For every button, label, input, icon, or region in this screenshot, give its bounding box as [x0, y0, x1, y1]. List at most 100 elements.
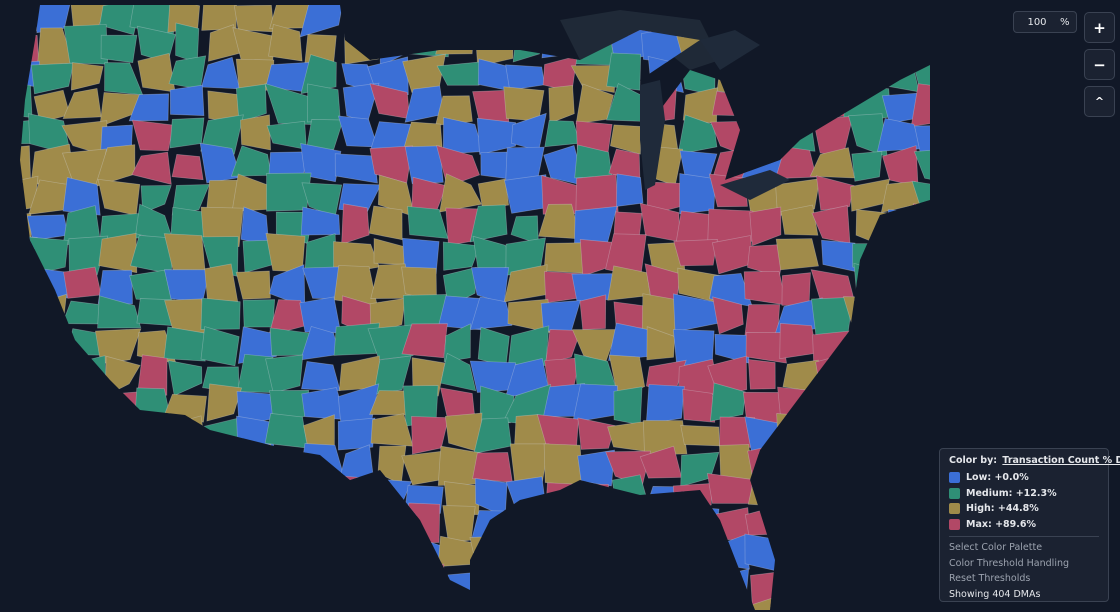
dma-region[interactable]	[912, 395, 930, 424]
dma-region[interactable]	[300, 143, 342, 183]
dma-region[interactable]	[613, 386, 643, 426]
dma-region[interactable]	[774, 473, 823, 513]
dma-region[interactable]	[844, 323, 892, 362]
dma-region[interactable]	[373, 238, 407, 265]
dma-region[interactable]	[33, 331, 66, 364]
dma-region[interactable]	[369, 564, 415, 607]
dma-region[interactable]	[885, 354, 918, 397]
dma-region[interactable]	[0, 213, 32, 245]
dma-region[interactable]	[337, 475, 377, 515]
dma-region[interactable]	[882, 328, 922, 366]
dma-region[interactable]	[505, 476, 547, 512]
dma-region[interactable]	[306, 541, 340, 576]
dma-region[interactable]	[367, 600, 407, 612]
dma-region[interactable]	[744, 416, 780, 456]
dma-region[interactable]	[301, 361, 341, 391]
dma-region[interactable]	[504, 174, 548, 214]
dma-region[interactable]	[0, 119, 34, 145]
dma-region[interactable]	[264, 412, 308, 449]
dma-region[interactable]	[843, 473, 888, 518]
dma-region[interactable]	[439, 173, 483, 213]
dma-region[interactable]	[843, 413, 890, 455]
dma-region[interactable]	[337, 417, 376, 451]
dma-region[interactable]	[545, 482, 581, 512]
dma-region[interactable]	[749, 206, 782, 247]
dma-region[interactable]	[712, 568, 750, 604]
dma-region[interactable]	[808, 387, 857, 427]
dma-region[interactable]	[610, 593, 652, 612]
dma-region[interactable]	[914, 125, 930, 154]
dma-region[interactable]	[105, 562, 144, 607]
dma-region[interactable]	[744, 533, 790, 575]
dma-region[interactable]	[34, 507, 73, 537]
dma-region[interactable]	[607, 421, 650, 453]
dma-region[interactable]	[776, 0, 823, 25]
dma-region[interactable]	[884, 24, 917, 63]
dma-region[interactable]	[743, 270, 788, 306]
dma-region[interactable]	[368, 205, 403, 241]
dma-region[interactable]	[140, 185, 172, 214]
dma-region[interactable]	[442, 117, 484, 155]
dma-region[interactable]	[230, 145, 272, 177]
dma-region[interactable]	[774, 53, 818, 97]
dma-region[interactable]	[442, 505, 476, 543]
dma-region[interactable]	[477, 326, 510, 368]
dma-region[interactable]	[27, 480, 70, 510]
dma-region[interactable]	[241, 534, 274, 576]
dma-region[interactable]	[100, 538, 140, 574]
dma-region[interactable]	[912, 295, 930, 329]
dma-region[interactable]	[0, 352, 42, 390]
dma-region[interactable]	[811, 0, 847, 33]
dma-region[interactable]	[676, 505, 720, 545]
reset-view-button[interactable]: ^	[1084, 86, 1115, 117]
dma-region[interactable]	[26, 236, 69, 275]
dma-region[interactable]	[680, 424, 720, 447]
dma-region[interactable]	[775, 146, 817, 180]
dma-region[interactable]	[128, 445, 171, 482]
dma-region[interactable]	[575, 173, 619, 216]
dma-region[interactable]	[812, 422, 854, 445]
dma-region[interactable]	[369, 145, 414, 184]
dma-region[interactable]	[0, 449, 32, 481]
dma-region[interactable]	[63, 266, 102, 299]
dma-region[interactable]	[167, 0, 201, 33]
dma-region[interactable]	[611, 474, 652, 515]
dma-region[interactable]	[915, 442, 930, 476]
dma-region[interactable]	[747, 359, 776, 390]
dma-region[interactable]	[608, 322, 653, 361]
dma-region[interactable]	[774, 113, 816, 152]
dma-region[interactable]	[64, 445, 101, 485]
dma-region[interactable]	[710, 120, 751, 157]
dma-region[interactable]	[371, 510, 407, 540]
dma-region[interactable]	[137, 52, 176, 93]
dma-region[interactable]	[366, 0, 406, 33]
dma-region[interactable]	[571, 510, 614, 542]
dma-region[interactable]	[915, 24, 930, 61]
dma-region[interactable]	[782, 359, 819, 393]
dma-region[interactable]	[512, 32, 546, 63]
dma-region[interactable]	[0, 83, 33, 118]
dma-region[interactable]	[642, 566, 686, 602]
dma-region[interactable]	[202, 473, 238, 516]
legend-option[interactable]: Reset Thresholds	[949, 573, 1031, 584]
dma-region[interactable]	[577, 417, 616, 450]
dma-region[interactable]	[852, 504, 891, 540]
dma-region[interactable]	[616, 173, 644, 207]
dma-region[interactable]	[710, 592, 748, 612]
dma-region[interactable]	[206, 383, 243, 422]
dma-region[interactable]	[232, 27, 276, 64]
dma-region[interactable]	[744, 503, 787, 536]
dma-region[interactable]	[711, 235, 754, 275]
dma-region[interactable]	[712, 296, 744, 335]
dma-region[interactable]	[849, 357, 885, 395]
dma-region[interactable]	[337, 444, 375, 487]
dma-region[interactable]	[105, 355, 141, 397]
dma-region[interactable]	[300, 206, 341, 236]
dma-region[interactable]	[809, 445, 856, 483]
dma-region[interactable]	[4, 270, 32, 303]
dma-region[interactable]	[104, 62, 144, 96]
dma-region[interactable]	[0, 386, 42, 423]
dma-region[interactable]	[0, 504, 34, 547]
dma-region[interactable]	[609, 124, 642, 155]
dma-region[interactable]	[169, 563, 206, 598]
